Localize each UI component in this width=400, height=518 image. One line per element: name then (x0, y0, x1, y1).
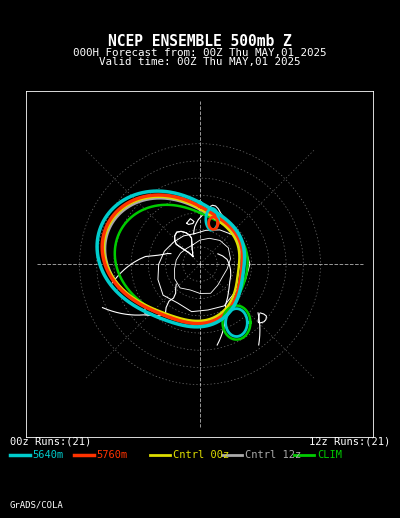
Text: NCEP ENSEMBLE 500mb Z: NCEP ENSEMBLE 500mb Z (108, 34, 292, 49)
Text: Cntrl 12z: Cntrl 12z (245, 450, 301, 460)
Text: 5640m: 5640m (33, 450, 64, 460)
Text: 12z Runs:(21): 12z Runs:(21) (309, 436, 390, 447)
Text: GrADS/COLA: GrADS/COLA (10, 500, 64, 510)
Text: 5760m: 5760m (97, 450, 128, 460)
Text: 000H Forecast from: 00Z Thu MAY,01 2025: 000H Forecast from: 00Z Thu MAY,01 2025 (73, 48, 327, 58)
Text: Cntrl 00z: Cntrl 00z (173, 450, 229, 460)
Text: 00z Runs:(21): 00z Runs:(21) (10, 436, 91, 447)
Text: Valid time: 00Z Thu MAY,01 2025: Valid time: 00Z Thu MAY,01 2025 (99, 57, 301, 67)
Text: CLIM: CLIM (317, 450, 342, 460)
